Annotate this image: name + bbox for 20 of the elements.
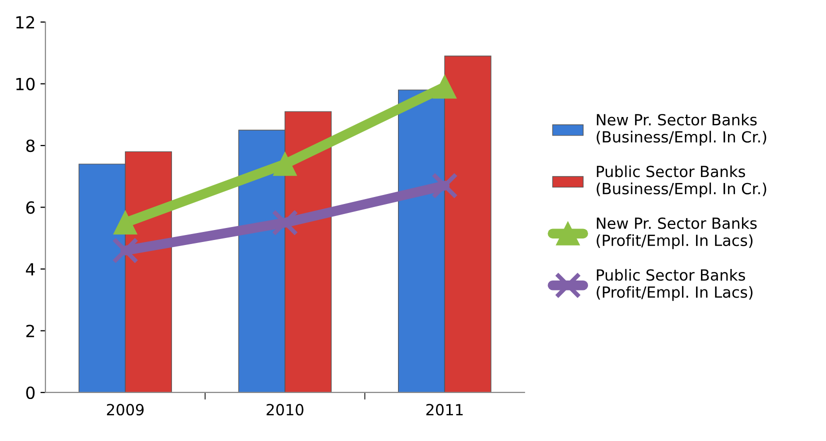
legend-label: Public Sector Banks (Business/Empl. In Cr.) xyxy=(596,165,766,198)
point xyxy=(431,172,458,199)
y-tick-label: 8 xyxy=(26,139,35,152)
legend-label: New Pr. Sector Banks (Profit/Empl. In Lacs) xyxy=(596,217,757,250)
point xyxy=(112,237,138,264)
y-tick-label: 0 xyxy=(26,386,35,400)
x-tick-label: 2011 xyxy=(426,404,463,416)
y-tick-label: 10 xyxy=(16,78,35,90)
point xyxy=(113,210,138,235)
y-tick-label: 4 xyxy=(26,263,35,276)
y-tick-label: 2 xyxy=(26,324,34,338)
y-tick-label: 12 xyxy=(16,16,34,28)
y-tick-label: 6 xyxy=(26,201,35,214)
point xyxy=(432,75,456,99)
x-tick-label: 2009 xyxy=(106,404,144,416)
x-tick-label: 2010 xyxy=(266,404,304,416)
point xyxy=(272,210,298,236)
point xyxy=(273,152,297,176)
legend-label: New Pr. Sector Banks (Business/Empl. In Cr.) xyxy=(596,114,766,146)
legend-label: Public Sector Banks (Profit/Empl. In Lacs) xyxy=(596,268,752,301)
